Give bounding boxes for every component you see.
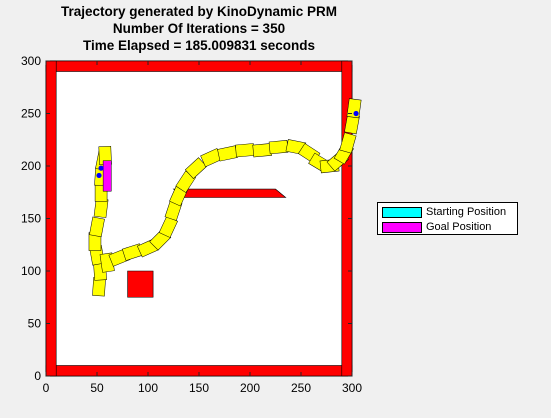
trajectory-box [269,140,288,154]
x-tick-label: 200 [240,381,260,395]
starting-position-swatch [382,207,422,218]
x-tick-label: 100 [138,381,158,395]
path-node [96,173,101,178]
trajectory-box [235,143,254,157]
y-tick-label: 200 [21,159,41,173]
path-node [353,111,358,116]
legend-label-goal-position: Goal Position [426,221,491,233]
x-tick-label: 150 [189,381,209,395]
x-tick-label: 50 [90,381,104,395]
legend-label-starting-position: Starting Position [426,206,506,218]
chart-title-line-2: Number Of Iterations = 350 [46,21,352,36]
y-tick-label: 300 [21,54,41,68]
trajectory-box [253,143,272,157]
parallelogram-obstacle [174,189,286,197]
square-obstacle [128,271,154,297]
chart-title-line-1: Trajectory generated by KinoDynamic PRM [46,4,352,19]
legend-item-goal-position: Goal Position [382,220,491,234]
path-node [98,166,103,171]
goal-position-box [103,161,111,191]
axes-background [46,61,352,376]
legend-item-starting-position: Starting Position [382,205,506,219]
chart-title-line-3: Time Elapsed = 185.009831 seconds [46,38,352,53]
y-tick-label: 250 [21,107,41,121]
x-tick-label: 300 [342,381,362,395]
y-tick-label: 150 [21,212,41,226]
x-tick-label: 250 [291,381,311,395]
goal-position-swatch [382,222,422,233]
legend: Starting Position Goal Position [377,202,518,235]
y-tick-label: 50 [28,317,42,331]
y-tick-label: 100 [21,264,41,278]
y-tick-label: 0 [34,369,41,383]
x-tick-label: 0 [43,381,50,395]
